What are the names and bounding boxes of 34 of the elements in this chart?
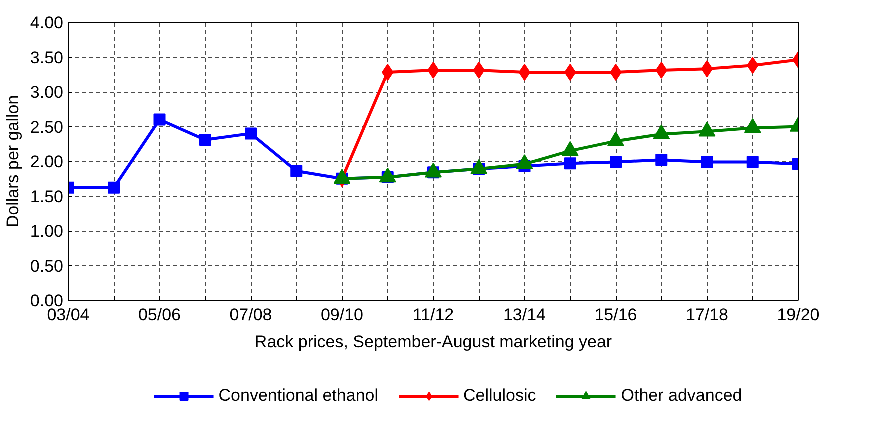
point: [656, 154, 668, 166]
x-axis-title: Rack prices, September-August marketing year: [254, 332, 612, 352]
point: [108, 182, 120, 194]
x-tick-label: 07/08: [230, 306, 272, 324]
legend-label: Cellulosic: [464, 386, 536, 406]
x-tick-label: 19/20: [777, 306, 820, 324]
point: [610, 156, 622, 168]
x-tick-label: 05/06: [138, 306, 182, 324]
legend-label: Other advanced: [621, 386, 742, 406]
legend-label: Conventional ethanol: [218, 386, 379, 406]
point: [290, 165, 303, 178]
x-tick-label: 11/12: [412, 306, 454, 324]
y-tick-label: 1.50: [30, 187, 64, 206]
y-tick-label: 1.00: [30, 222, 64, 241]
point: [701, 156, 714, 168]
y-tick-label: 2.50: [30, 118, 64, 137]
point: [518, 64, 531, 82]
y-tick-label: 3.00: [30, 83, 64, 102]
y-axis-title: Dollars per gallon: [3, 95, 22, 228]
point: [701, 60, 714, 78]
x-tick-label: 17/18: [686, 306, 729, 324]
point: [746, 156, 759, 168]
point: [245, 128, 257, 140]
point: [199, 134, 212, 146]
y-tick-label: 3.50: [30, 48, 64, 68]
x-tick-label: 03/04: [47, 306, 90, 324]
x-tick-label: 15/16: [594, 306, 638, 324]
point: [564, 158, 576, 170]
y-tick-label: 0.50: [30, 256, 64, 276]
y-tick-label: 2.00: [30, 152, 64, 172]
y-tick-label: 4.00: [30, 14, 64, 32]
point: [154, 114, 166, 126]
x-tick-label: 09/10: [320, 306, 364, 324]
x-tick-label: 13/14: [503, 306, 546, 324]
